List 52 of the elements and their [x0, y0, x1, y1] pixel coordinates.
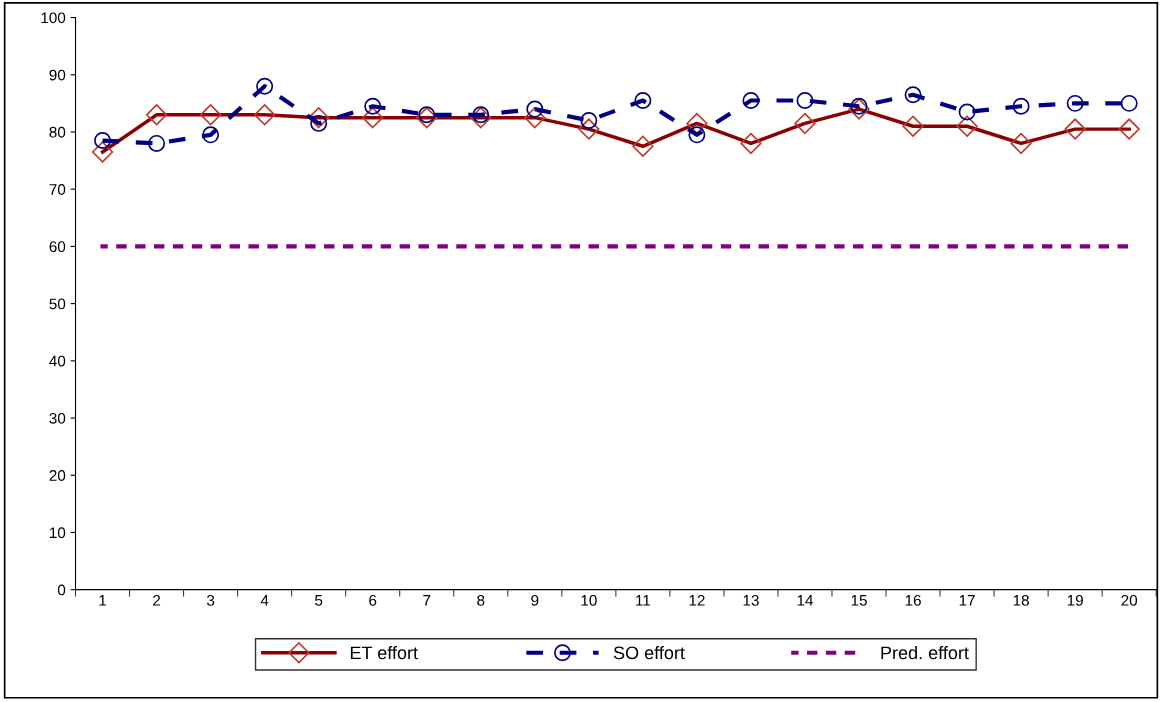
x-tick-label: 3: [206, 594, 215, 606]
x-tick-label: 14: [797, 595, 814, 606]
point: [1120, 94, 1138, 112]
point: [904, 86, 922, 104]
x-tick-label: 12: [689, 594, 705, 606]
legend-label: Pred. effort: [881, 645, 969, 660]
x-tick-label: 16: [905, 594, 921, 606]
x-tick-label: 2: [153, 594, 161, 606]
point: [688, 126, 706, 144]
x-tick-label: 18: [1013, 594, 1029, 606]
y-tick-label: 50: [49, 298, 66, 310]
x-tick-label: 20: [1121, 594, 1138, 606]
x-tick-label: 11: [636, 595, 651, 606]
point: [472, 106, 490, 124]
point: [202, 126, 220, 144]
x-tick-label: 19: [1067, 594, 1083, 606]
point: [1066, 94, 1084, 112]
point: [1012, 97, 1030, 115]
x-tick-label: 13: [743, 594, 759, 606]
x-tick-label: 8: [477, 594, 485, 606]
x-tick-label: 5: [315, 595, 323, 606]
y-tick-label: 90: [49, 69, 66, 81]
point: [256, 77, 274, 95]
legend-label: ET effort: [350, 646, 418, 660]
point: [580, 112, 598, 130]
x-tick-label: 1: [99, 595, 107, 606]
y-tick-label: 30: [49, 412, 66, 424]
point: [364, 97, 382, 115]
legend-label: SO effort: [613, 646, 685, 660]
point: [148, 134, 166, 152]
y-tick-label: 20: [49, 470, 66, 481]
x-tick-label: 9: [531, 594, 539, 606]
x-tick-label: 4: [260, 595, 269, 606]
point: [634, 92, 652, 109]
point: [850, 97, 868, 115]
x-tick-label: 6: [369, 594, 377, 606]
x-tick-label: 15: [851, 595, 867, 606]
point: [742, 92, 760, 109]
y-tick-label: 70: [49, 184, 66, 195]
y-tick-label: 40: [49, 355, 66, 367]
point: [418, 106, 436, 124]
y-tick-label: 100: [41, 12, 66, 24]
x-tick-label: 7: [423, 595, 431, 606]
y-tick-label: 10: [49, 527, 66, 539]
x-tick-label: 10: [581, 594, 597, 606]
point: [94, 132, 112, 150]
y-tick-label: 80: [49, 126, 66, 138]
point: [958, 103, 976, 121]
y-tick-label: 60: [49, 241, 66, 253]
point: [796, 92, 814, 109]
x-tick-label: 17: [959, 595, 975, 606]
y-tick-label: 0: [57, 584, 66, 596]
